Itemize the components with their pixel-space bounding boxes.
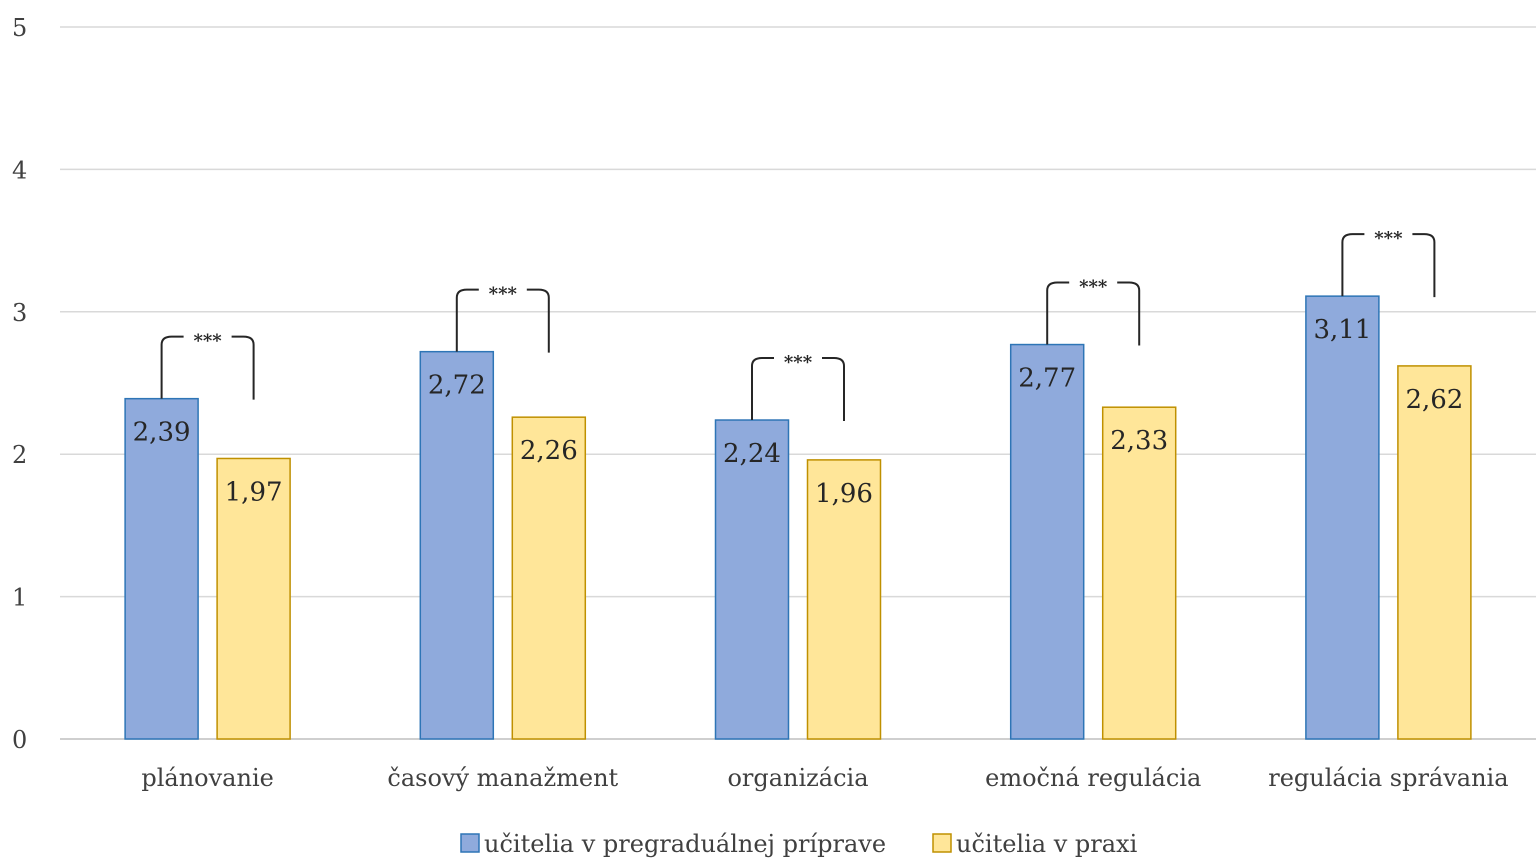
legend-label-series-1[interactable]: učitelia v pregraduálnej príprave	[484, 830, 886, 858]
legend-swatch-series-1	[460, 833, 480, 853]
y-tick-label: 2	[12, 441, 27, 469]
bar-series-2[interactable]	[1101, 406, 1177, 740]
y-tick-label: 5	[12, 14, 27, 42]
bar-series-2[interactable]	[216, 457, 291, 740]
significance-bracket	[1341, 233, 1436, 298]
data-label: 2,72	[428, 371, 486, 401]
y-tick-label: 3	[12, 299, 27, 327]
y-tick-label: 0	[12, 726, 27, 754]
significance-label: ***	[1374, 228, 1403, 249]
significance-label: ***	[784, 352, 813, 373]
significance-brackets: *** *** *** *** ***	[160, 228, 1436, 422]
x-tick-label: plánovanie	[141, 764, 273, 792]
data-label: 1,96	[815, 479, 873, 509]
significance-bracket	[1046, 281, 1141, 346]
data-labels: 2,39 1,97 2,72 2,26 2,24 1,96 2,77 2,33 3,11 2,62	[133, 315, 1464, 509]
data-label: 2,62	[1405, 385, 1463, 415]
x-tick-label: regulácia správania	[1268, 764, 1508, 792]
bar-series-1[interactable]	[1305, 295, 1380, 740]
bar-series-1[interactable]	[419, 350, 495, 740]
bar-series-1[interactable]	[124, 397, 199, 740]
x-axis: plánovanie časový manažment organizácia emo…	[141, 764, 1508, 792]
bars	[124, 295, 1472, 740]
bar-series-2[interactable]	[511, 416, 587, 740]
data-label: 2,39	[133, 418, 191, 448]
significance-bracket	[751, 357, 845, 422]
gridlines	[60, 26, 1536, 740]
y-axis: 0 1 2 3 4 5	[12, 14, 27, 754]
x-tick-label: emočná regulácia	[985, 764, 1201, 792]
data-label: 2,26	[520, 436, 578, 466]
legend: učitelia v pregraduálnej príprave učitel…	[460, 830, 1138, 858]
y-tick-label: 4	[12, 156, 27, 184]
bar-series-2[interactable]	[806, 459, 882, 740]
bar-series-2[interactable]	[1397, 365, 1472, 740]
significance-label: ***	[489, 284, 518, 305]
x-tick-label: organizácia	[727, 764, 868, 792]
data-label: 2,33	[1110, 426, 1168, 456]
significance-label: ***	[1079, 277, 1108, 298]
significance-label: ***	[193, 331, 222, 352]
significance-bracket	[160, 335, 255, 400]
data-label: 2,77	[1018, 364, 1076, 394]
y-tick-label: 1	[12, 584, 27, 612]
legend-swatch-series-2	[932, 833, 952, 853]
x-tick-label: časový manažment	[387, 764, 618, 792]
legend-label-series-2[interactable]: učitelia v praxi	[956, 830, 1138, 858]
data-label: 1,97	[225, 477, 283, 507]
bar-series-1[interactable]	[714, 419, 790, 740]
significance-bracket	[455, 288, 550, 353]
data-label: 2,24	[723, 439, 781, 469]
data-label: 3,11	[1313, 315, 1371, 345]
bar-series-1[interactable]	[1009, 343, 1085, 740]
